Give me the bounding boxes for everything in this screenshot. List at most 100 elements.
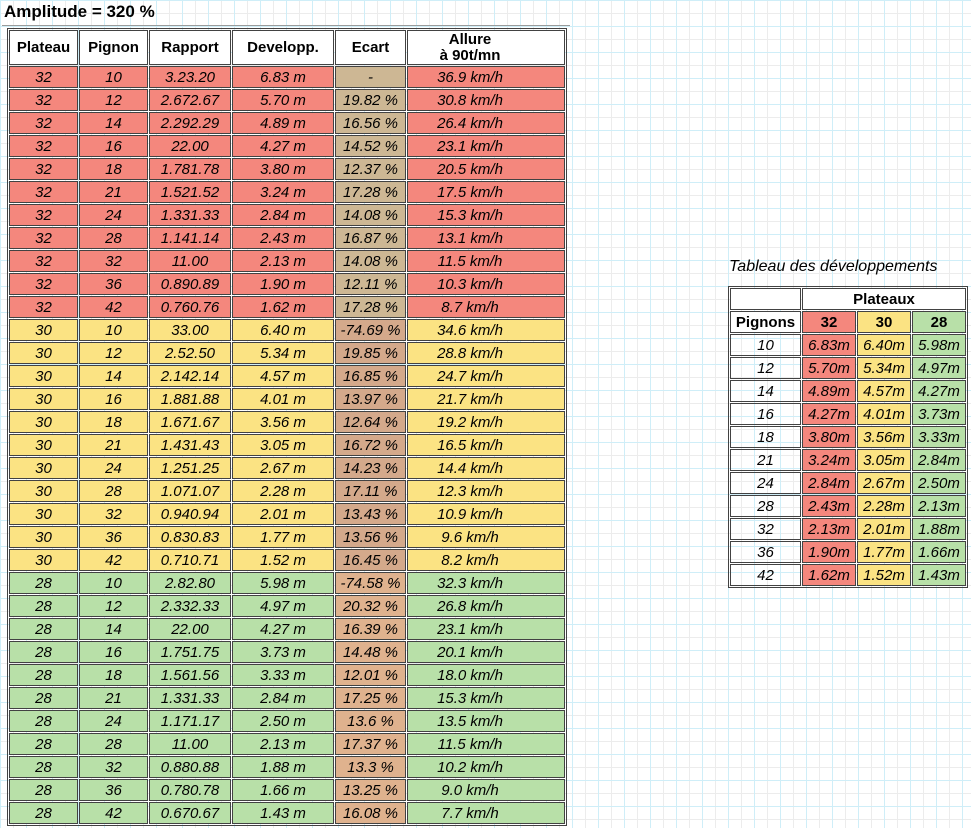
ecart-cell: - [335, 66, 406, 88]
plateau-cell: 28 [9, 756, 78, 778]
developp-cell: 4.01 m [232, 388, 334, 410]
ecart-cell: 17.25 % [335, 687, 406, 709]
allure-cell: 8.7 km/h [407, 296, 565, 318]
pignon-cell: 28 [79, 480, 148, 502]
pignon-cell: 28 [79, 733, 148, 755]
allure-cell: 7.7 km/h [407, 802, 565, 824]
gear-table-header-row: Plateau Pignon Rapport Developp. Ecart A… [9, 30, 565, 65]
gear-row: 30 28 1.071.07 2.28 m 17.11 % 12.3 km/h [9, 480, 565, 502]
gear-row: 30 16 1.881.88 4.01 m 13.97 % 21.7 km/h [9, 388, 565, 410]
ecart-cell: 16.08 % [335, 802, 406, 824]
gear-row: 28 14 22.00 4.27 m 16.39 % 23.1 km/h [9, 618, 565, 640]
gear-row: 30 24 1.251.25 2.67 m 14.23 % 14.4 km/h [9, 457, 565, 479]
developp-cell: 6.40 m [232, 319, 334, 341]
plateau-cell: 30 [9, 503, 78, 525]
ecart-cell: 19.85 % [335, 342, 406, 364]
gear-row: 32 10 3.23.20 6.83 m -36.9 km/h [9, 66, 565, 88]
dev-32-cell: 4.89m [802, 380, 856, 402]
col-header-rapport: Rapport [149, 30, 231, 65]
plateau-cell: 30 [9, 434, 78, 456]
dev-30-cell: 1.52m [857, 564, 911, 586]
pignon-cell: 14 [79, 365, 148, 387]
plateau-cell: 32 [9, 66, 78, 88]
allure-cell: 12.3 km/h [407, 480, 565, 502]
gear-row: 28 12 2.332.33 4.97 m 20.32 % 26.8 km/h [9, 595, 565, 617]
gear-row: 28 32 0.880.88 1.88 m 13.3 % 10.2 km/h [9, 756, 565, 778]
gear-row: 30 21 1.431.43 3.05 m 16.72 % 16.5 km/h [9, 434, 565, 456]
dev-28-cell: 1.66m [912, 541, 966, 563]
developp-cell: 3.24 m [232, 181, 334, 203]
developp-cell: 1.88 m [232, 756, 334, 778]
pignon-cell: 14 [730, 380, 801, 402]
dev-28-cell: 4.27m [912, 380, 966, 402]
developp-cell: 5.98 m [232, 572, 334, 594]
developp-cell: 2.13 m [232, 250, 334, 272]
development-row: 12 5.70m 5.34m 4.97m [730, 357, 966, 379]
pignon-cell: 21 [79, 434, 148, 456]
allure-cell: 9.0 km/h [407, 779, 565, 801]
developp-cell: 6.83 m [232, 66, 334, 88]
pignon-cell: 24 [79, 457, 148, 479]
developp-cell: 4.57 m [232, 365, 334, 387]
dev-28-cell: 5.98m [912, 334, 966, 356]
rapport-cell: 0.760.76 [149, 296, 231, 318]
pignon-cell: 16 [730, 403, 801, 425]
rapport-cell: 1.331.33 [149, 687, 231, 709]
ecart-cell: 19.82 % [335, 89, 406, 111]
gear-row: 32 18 1.781.78 3.80 m 12.37 % 20.5 km/h [9, 158, 565, 180]
pignon-cell: 12 [730, 357, 801, 379]
plateau-cell: 32 [9, 112, 78, 134]
pignon-cell: 14 [79, 112, 148, 134]
rapport-cell: 1.071.07 [149, 480, 231, 502]
gear-table: Plateau Pignon Rapport Developp. Ecart A… [7, 28, 567, 826]
gear-row: 30 10 33.00 6.40 m -74.69 % 34.6 km/h [9, 319, 565, 341]
allure-cell: 30.8 km/h [407, 89, 565, 111]
developp-cell: 4.89 m [232, 112, 334, 134]
allure-cell: 21.7 km/h [407, 388, 565, 410]
pignon-cell: 32 [79, 503, 148, 525]
col-header-plateau: Plateau [9, 30, 78, 65]
allure-cell: 26.8 km/h [407, 595, 565, 617]
plateau-cell: 28 [9, 779, 78, 801]
plateau-cell: 32 [9, 296, 78, 318]
ecart-cell: 16.85 % [335, 365, 406, 387]
rapport-cell: 0.940.94 [149, 503, 231, 525]
allure-cell: 13.1 km/h [407, 227, 565, 249]
plateau-cell: 32 [9, 204, 78, 226]
allure-cell: 36.9 km/h [407, 66, 565, 88]
ecart-cell: 17.28 % [335, 296, 406, 318]
col-header-allure: Allure à 90t/mn [407, 30, 565, 65]
plateaux-header-row: Plateaux [730, 288, 966, 310]
allure-cell: 24.7 km/h [407, 365, 565, 387]
dev-30-cell: 4.57m [857, 380, 911, 402]
pignon-cell: 10 [79, 572, 148, 594]
ecart-cell: 14.52 % [335, 135, 406, 157]
gear-row: 32 16 22.00 4.27 m 14.52 % 23.1 km/h [9, 135, 565, 157]
development-row: 21 3.24m 3.05m 2.84m [730, 449, 966, 471]
rapport-cell: 1.561.56 [149, 664, 231, 686]
dev-30-cell: 2.01m [857, 518, 911, 540]
rapport-cell: 0.830.83 [149, 526, 231, 548]
allure-cell: 34.6 km/h [407, 319, 565, 341]
plateau-cell: 30 [9, 365, 78, 387]
developp-cell: 5.70 m [232, 89, 334, 111]
gear-row: 28 42 0.670.67 1.43 m 16.08 % 7.7 km/h [9, 802, 565, 824]
gear-row: 28 28 11.00 2.13 m 17.37 % 11.5 km/h [9, 733, 565, 755]
developp-cell: 1.77 m [232, 526, 334, 548]
pignon-cell: 12 [79, 89, 148, 111]
rapport-cell: 33.00 [149, 319, 231, 341]
dev-28-cell: 2.50m [912, 472, 966, 494]
ecart-cell: 12.64 % [335, 411, 406, 433]
pignon-cell: 32 [79, 756, 148, 778]
dev-28-cell: 2.13m [912, 495, 966, 517]
allure-cell: 16.5 km/h [407, 434, 565, 456]
pignon-cell: 36 [79, 273, 148, 295]
rapport-cell: 2.142.14 [149, 365, 231, 387]
gear-row: 30 32 0.940.94 2.01 m 13.43 % 10.9 km/h [9, 503, 565, 525]
developments-table: Plateaux Pignons 32 30 28 10 6.83m 6.40m 5.… [728, 286, 968, 588]
rapport-cell: 1.671.67 [149, 411, 231, 433]
plateau-cell: 28 [9, 687, 78, 709]
pignon-cell: 42 [79, 549, 148, 571]
dev-28-cell: 1.88m [912, 518, 966, 540]
developp-cell: 1.43 m [232, 802, 334, 824]
